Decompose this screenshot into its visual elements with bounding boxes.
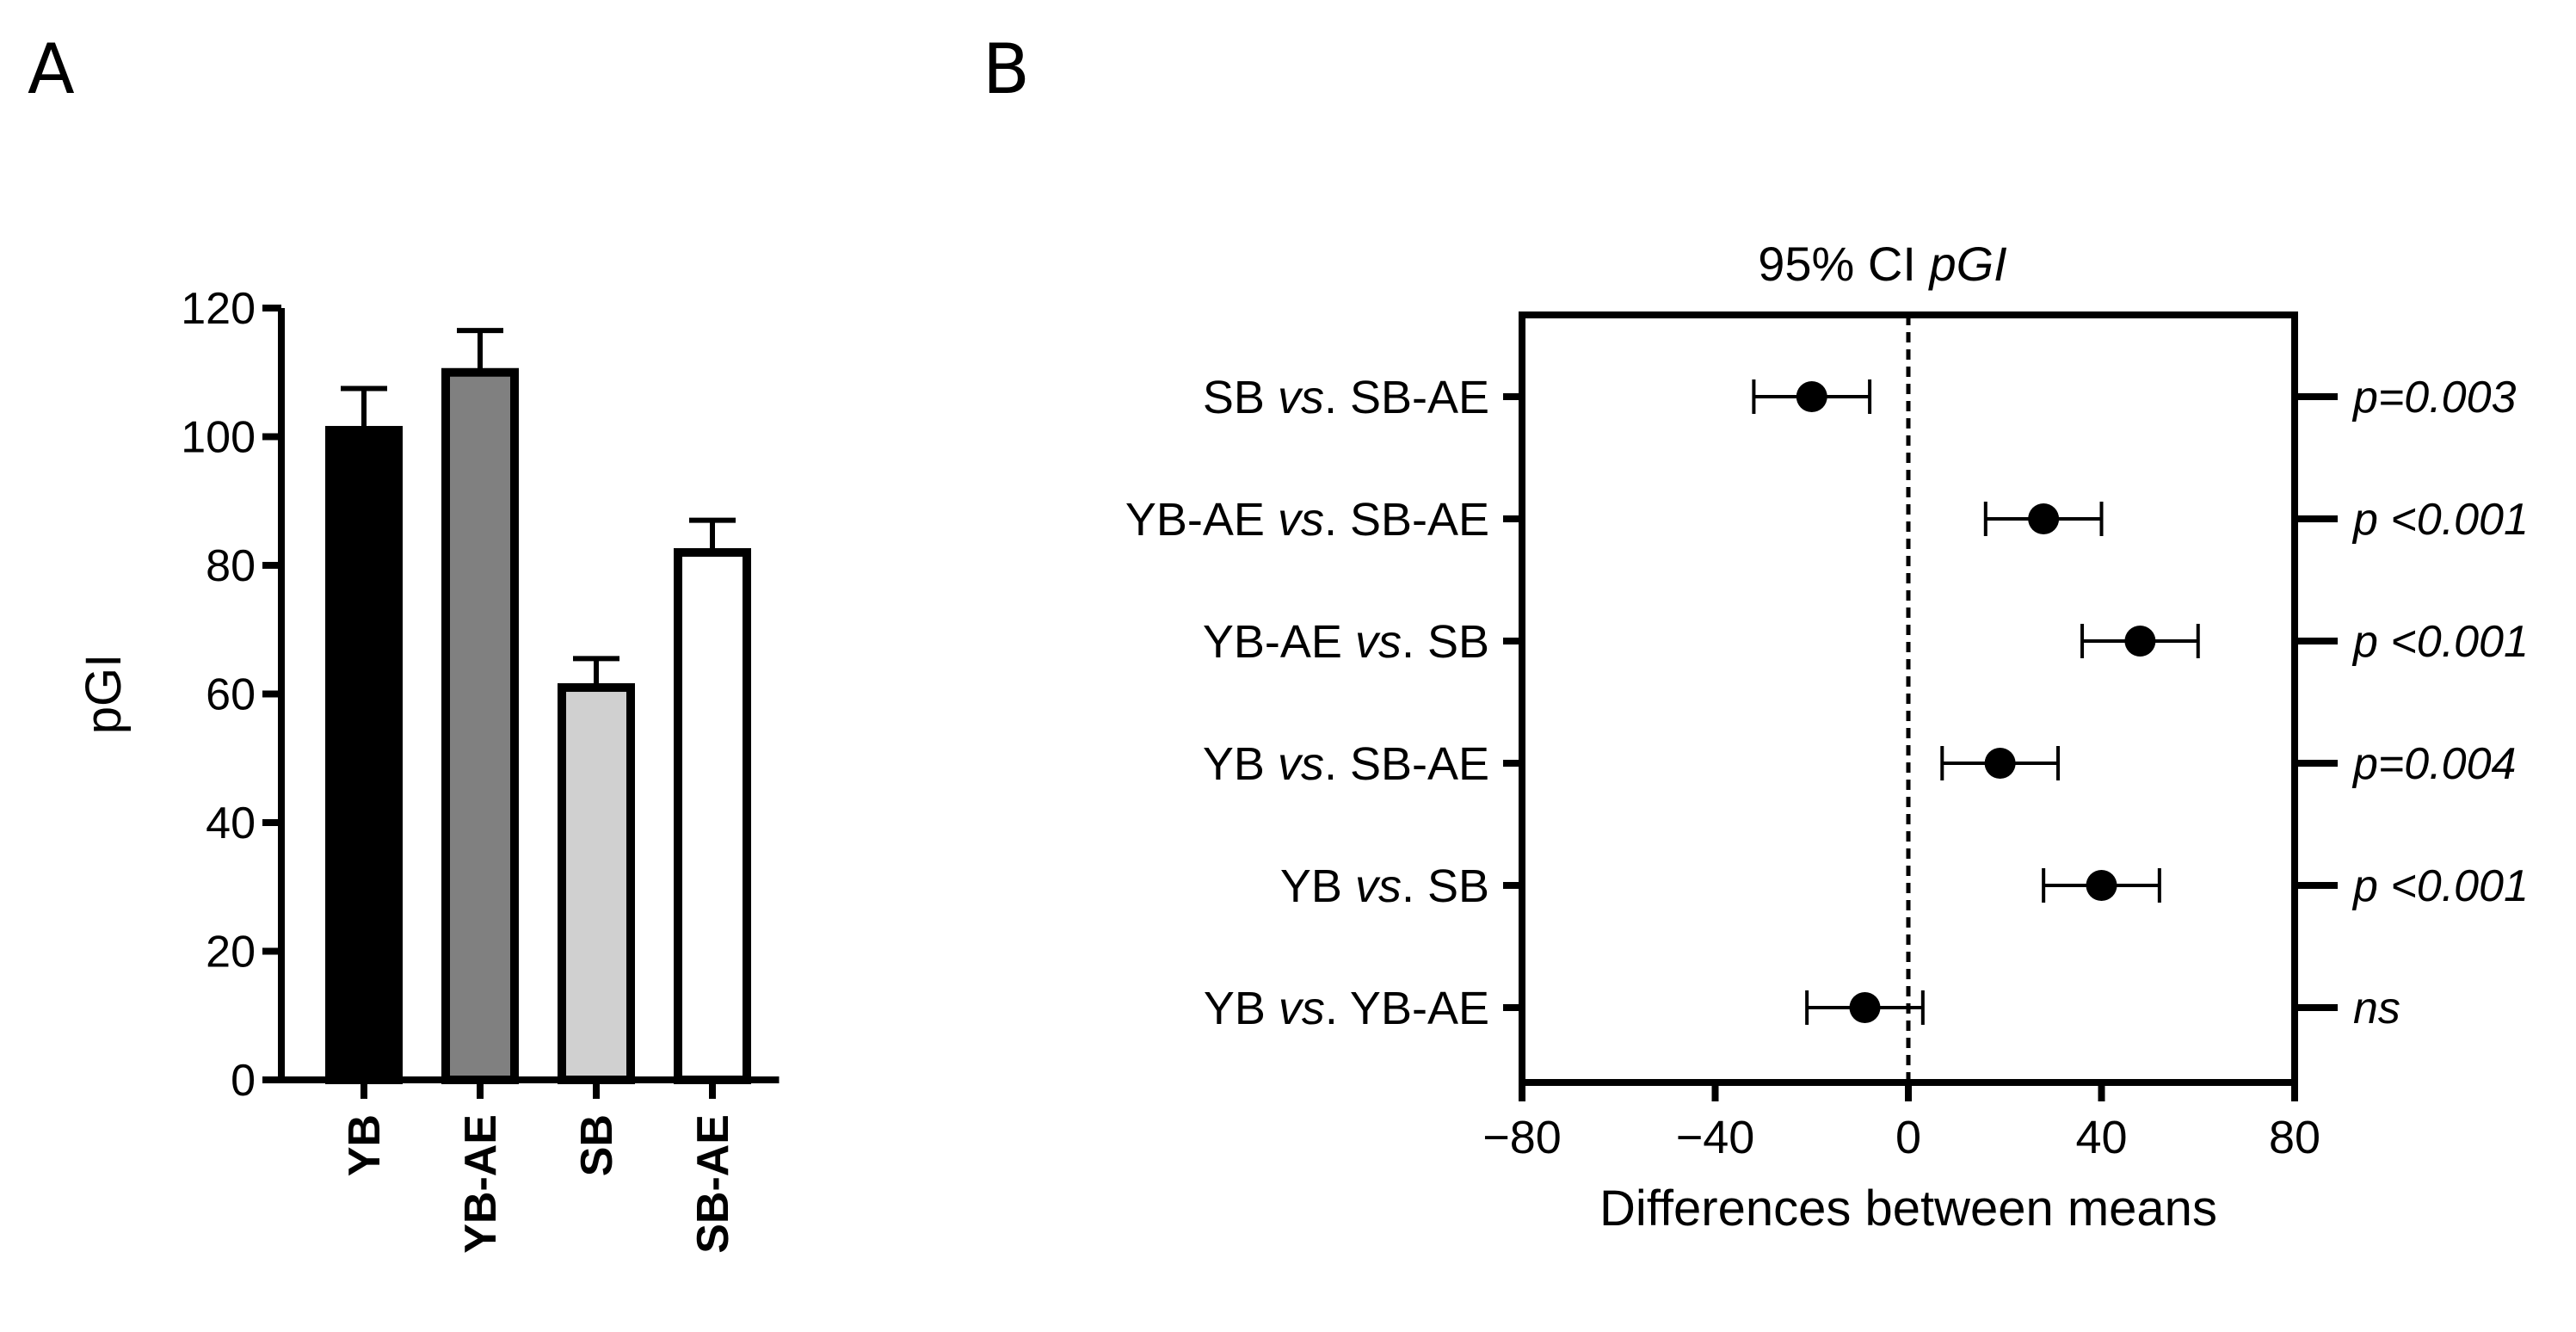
p-value-label: p <0.001 bbox=[2351, 861, 2529, 911]
comparison-label-vs: vs bbox=[1355, 616, 1402, 668]
mean-point bbox=[2124, 626, 2156, 657]
panel-b-title: 95% CI pGI bbox=[1758, 237, 2006, 291]
x-tick-label: −40 bbox=[1676, 1112, 1755, 1163]
comparison-label-right: . SB-AE bbox=[1324, 494, 1489, 546]
bar-yb bbox=[325, 426, 403, 1084]
p-value-label: ns bbox=[2353, 984, 2400, 1033]
y-tick-label: 60 bbox=[206, 670, 256, 720]
panel-a-y-axis-label: pGI bbox=[76, 654, 132, 735]
comparison-label-left: YB bbox=[1280, 860, 1355, 912]
comparison-label-left: YB-AE bbox=[1125, 494, 1278, 546]
mean-point bbox=[1849, 992, 1881, 1023]
comparison-label-right: . SB bbox=[1402, 616, 1489, 668]
x-tick-label: 0 bbox=[1895, 1112, 1921, 1163]
y-tick-label: 80 bbox=[206, 541, 256, 591]
panel-b-title-plain: 95% CI bbox=[1758, 237, 1929, 291]
p-value-label: p=0.004 bbox=[2351, 739, 2516, 789]
y-tick-label: 20 bbox=[206, 928, 256, 977]
bar-sb-ae bbox=[674, 548, 751, 1084]
panel-b-x-axis-label: Differences between means bbox=[1599, 1181, 2217, 1236]
x-tick-label-yb: YB bbox=[340, 1114, 390, 1176]
panel-b-axes: −80 −40 0 40 80 bbox=[1482, 311, 2338, 1163]
panel-a-axes: 0 20 40 60 80 100 120 YB YB-AE SB SB-AE bbox=[181, 284, 780, 1254]
comparison-label-left: YB bbox=[1204, 983, 1279, 1034]
comparison-label-vs: vs bbox=[1278, 372, 1324, 423]
mean-point bbox=[2028, 503, 2060, 534]
comparison-label: SB vs. SB-AE bbox=[1203, 372, 1489, 423]
comparison-label-right: . YB-AE bbox=[1325, 983, 1489, 1034]
comparison-label-left: SB bbox=[1203, 372, 1278, 423]
comparison-label-vs: vs bbox=[1278, 494, 1324, 546]
x-tick-label-yb-ae: YB-AE bbox=[456, 1114, 506, 1254]
x-tick-label: 80 bbox=[2269, 1112, 2320, 1163]
comparison-label-vs: vs bbox=[1278, 738, 1324, 790]
comparison-label: YB-AE vs. SB-AE bbox=[1125, 494, 1489, 546]
y-tick-label: 40 bbox=[206, 799, 256, 848]
y-tick-label: 120 bbox=[181, 284, 256, 334]
mean-point bbox=[2086, 870, 2117, 901]
panel-a-bars bbox=[325, 328, 751, 1085]
p-value-label: p=0.003 bbox=[2351, 373, 2516, 422]
comparison-label-right: . SB-AE bbox=[1324, 372, 1489, 423]
y-tick-label: 0 bbox=[231, 1056, 256, 1106]
comparison-label-right: . SB bbox=[1402, 860, 1489, 912]
bar-yb-ae bbox=[441, 367, 519, 1084]
x-tick-label-sb-ae: SB-AE bbox=[688, 1114, 738, 1254]
panel-a-label: A bbox=[28, 29, 75, 109]
x-tick-label: 40 bbox=[2075, 1112, 2127, 1163]
comparison-label: YB vs. YB-AE bbox=[1204, 983, 1489, 1034]
comparison-label: YB-AE vs. SB bbox=[1203, 616, 1489, 668]
x-tick-label: −80 bbox=[1482, 1112, 1562, 1163]
p-value-label: p <0.001 bbox=[2351, 617, 2529, 667]
y-tick-label: 100 bbox=[181, 413, 256, 463]
comparison-label-left: YB-AE bbox=[1203, 616, 1355, 668]
comparison-label-right: . SB-AE bbox=[1324, 738, 1489, 790]
mean-point bbox=[1984, 748, 2016, 779]
comparison-label-vs: vs bbox=[1279, 983, 1325, 1034]
comparison-label: YB vs. SB bbox=[1280, 860, 1489, 912]
panel-b-forest-plot: 95% CI pGI −80 −40 0 40 80 SB vs. SB-AE p=0.0… bbox=[1125, 237, 2529, 1236]
panel-a-bar-chart: 0 20 40 60 80 100 120 YB YB-AE SB SB-AE pGI bbox=[76, 284, 780, 1254]
comparison-label-vs: vs bbox=[1355, 860, 1402, 912]
comparison-label-left: YB bbox=[1203, 738, 1278, 790]
comparison-label: YB vs. SB-AE bbox=[1203, 738, 1489, 790]
panel-b-title-italic: pGI bbox=[1927, 237, 2006, 291]
p-value-label: p <0.001 bbox=[2351, 495, 2529, 545]
panel-b-label: B bbox=[983, 29, 1030, 109]
bar-sb bbox=[558, 683, 635, 1085]
mean-point bbox=[1796, 381, 1827, 412]
x-tick-label-sb: SB bbox=[572, 1114, 622, 1176]
